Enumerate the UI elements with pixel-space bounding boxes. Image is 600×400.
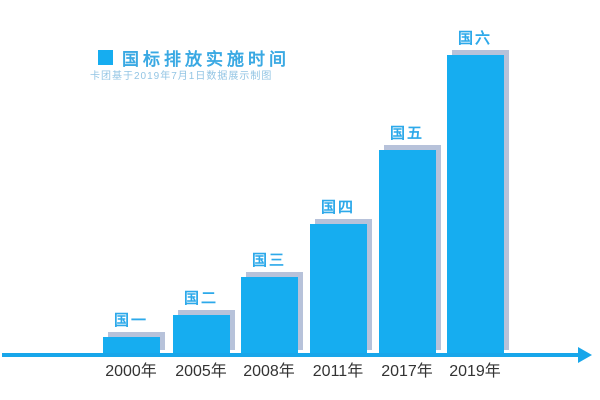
chart-legend: 国标排放实施时间 卡团基于2019年7月1日数据展示制图 <box>90 45 290 82</box>
x-axis-tick-label: 2017年 <box>381 363 433 380</box>
bar-国一 <box>102 337 160 355</box>
bar-国六 <box>446 55 504 355</box>
chart-title: 国标排放实施时间 <box>122 50 290 69</box>
bar-value-label: 国一 <box>113 312 148 329</box>
bar-value-label: 国二 <box>183 290 218 307</box>
x-axis-arrow-icon <box>578 347 592 363</box>
chart-subtitle: 卡团基于2019年7月1日数据展示制图 <box>90 71 273 82</box>
x-axis-tick-label: 2005年 <box>175 363 227 380</box>
bar-value-label: 国三 <box>251 252 286 269</box>
x-axis-tick-label: 2011年 <box>312 363 364 380</box>
bar-value-label: 国五 <box>389 125 424 142</box>
bar-value-label: 国四 <box>320 199 355 216</box>
bar-value-label: 国六 <box>457 30 492 47</box>
bar-国四 <box>309 224 367 355</box>
bar-国三 <box>240 277 298 355</box>
x-axis-tick-label: 2019年 <box>449 363 501 380</box>
x-axis-tick-label: 2000年 <box>105 363 157 380</box>
bar-国二 <box>172 315 230 355</box>
legend-swatch-icon <box>98 50 113 65</box>
x-axis-line <box>2 353 580 357</box>
bar-国五 <box>378 150 436 355</box>
x-axis-tick-label: 2008年 <box>243 363 295 380</box>
